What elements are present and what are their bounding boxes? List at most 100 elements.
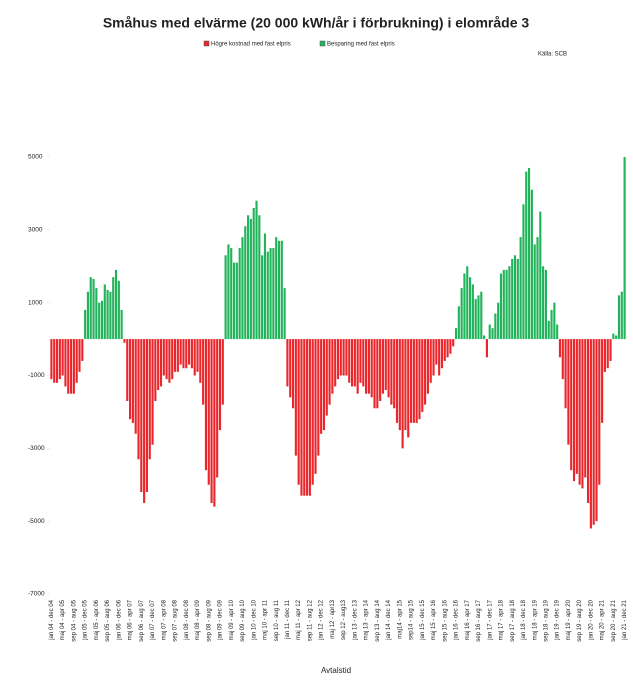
bar xyxy=(258,215,261,340)
bar xyxy=(575,339,578,474)
bar xyxy=(544,269,547,340)
bar xyxy=(92,278,95,340)
bar xyxy=(193,339,196,376)
x-tick-label: sep 05 - aug 06 xyxy=(105,599,111,641)
bar xyxy=(199,339,202,383)
bar xyxy=(601,339,604,423)
bar xyxy=(123,339,126,343)
bar xyxy=(67,339,70,394)
x-tick-label: jan 17 - dec 17 xyxy=(487,599,493,640)
bar xyxy=(395,339,399,423)
bar xyxy=(227,244,230,340)
bar xyxy=(230,248,233,340)
x-tick-label: jan 06 - dec 06 xyxy=(116,599,122,640)
bar xyxy=(162,339,165,376)
bar xyxy=(126,339,129,401)
bar xyxy=(421,339,424,412)
x-tick-label: sep 16 - aug 17 xyxy=(476,599,482,641)
source: Källa: SCB xyxy=(538,52,567,58)
x-tick-label: jan 12 - dec 12 xyxy=(319,599,325,640)
bar xyxy=(348,339,351,383)
y-tick-label: -1000 xyxy=(28,372,45,379)
bar xyxy=(446,339,449,358)
bar xyxy=(499,273,503,340)
bar xyxy=(530,189,533,340)
bar xyxy=(564,339,567,409)
bar xyxy=(547,320,550,340)
legend-label: Högre kostnad med fast elpris xyxy=(211,42,291,48)
bar xyxy=(519,237,522,340)
bar xyxy=(449,339,452,354)
bar xyxy=(280,240,283,340)
x-tick-label: jan 08 - dec 08 xyxy=(184,599,190,640)
bar xyxy=(407,339,410,438)
bar xyxy=(216,339,219,478)
bar xyxy=(432,339,435,376)
bar xyxy=(154,339,157,401)
bar xyxy=(598,339,601,485)
bar xyxy=(145,339,149,493)
bar xyxy=(283,288,286,340)
bar xyxy=(75,339,78,383)
x-tick-label: jan 20 - dec 20 xyxy=(588,599,594,640)
bar xyxy=(379,339,382,401)
x-tick-label: sep 18 - aug 19 xyxy=(544,599,550,641)
bar xyxy=(606,339,609,369)
chart-title: Småhus med elvärme (20 000 kWh/år i förb… xyxy=(103,15,530,31)
bar xyxy=(95,288,98,340)
bar xyxy=(553,302,556,340)
bar xyxy=(350,339,354,387)
bar xyxy=(314,339,317,474)
bar xyxy=(362,339,365,387)
bar xyxy=(426,339,429,394)
bar xyxy=(615,335,618,340)
x-tick-label: jan 19 - dec 19 xyxy=(555,599,561,640)
x-tick-label: sep 06 - aug 07 xyxy=(139,599,145,641)
bar xyxy=(581,339,584,489)
bar xyxy=(584,339,587,478)
bar xyxy=(398,339,401,431)
bar xyxy=(409,339,413,423)
y-tick-label: 5000 xyxy=(28,154,43,161)
bar xyxy=(64,339,67,387)
bar xyxy=(289,339,292,398)
bar xyxy=(589,339,592,529)
x-tick-label: maj 13 - apr 14 xyxy=(364,599,370,640)
bar xyxy=(120,309,123,340)
bar xyxy=(438,339,441,376)
bar xyxy=(454,328,458,340)
bar xyxy=(480,291,483,340)
x-tick-label: maj 12 - apr13 xyxy=(330,599,336,638)
x-tick-label: maj 11 - apr 12 xyxy=(296,599,302,640)
bar xyxy=(415,339,418,423)
x-tick-label: jan 16 - dec 16 xyxy=(454,599,460,640)
bar xyxy=(603,339,606,372)
bar xyxy=(131,339,134,423)
bar xyxy=(505,269,508,340)
bar xyxy=(244,226,247,340)
bar xyxy=(412,339,415,423)
bar xyxy=(424,339,427,405)
bar xyxy=(550,309,553,340)
y-tick-label: -5000 xyxy=(28,518,45,525)
x-tick-label: maj 10 - apr 11 xyxy=(263,599,269,640)
bar xyxy=(578,339,581,485)
bar xyxy=(494,313,497,340)
bar xyxy=(342,339,345,376)
bar xyxy=(261,255,264,340)
bar xyxy=(171,339,174,380)
bar xyxy=(100,300,104,340)
x-tick-label: sep 09 - aug 10 xyxy=(240,599,246,641)
bar xyxy=(159,339,163,387)
x-tick-label: jan 15 - dec 15 xyxy=(420,599,426,640)
bar xyxy=(609,339,612,361)
bar xyxy=(367,339,370,394)
bar xyxy=(129,339,132,420)
bar xyxy=(294,339,297,456)
bar xyxy=(196,339,199,372)
bar xyxy=(134,339,137,434)
bar xyxy=(539,211,542,340)
bar xyxy=(207,339,210,485)
bar xyxy=(224,255,227,340)
legend-swatch xyxy=(319,40,326,47)
